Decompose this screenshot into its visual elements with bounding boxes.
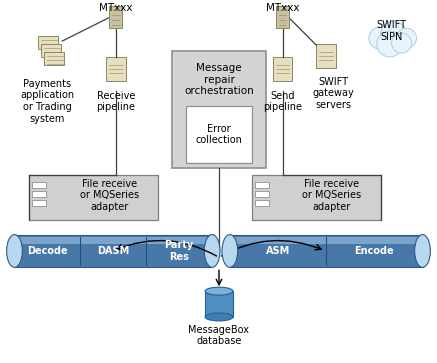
Text: File receive
or MQSeries
adapter: File receive or MQSeries adapter — [80, 179, 139, 212]
Text: Send
pipeline: Send pipeline — [263, 91, 302, 112]
Text: SWIFT
gateway
servers: SWIFT gateway servers — [312, 77, 354, 110]
FancyBboxPatch shape — [255, 191, 269, 197]
FancyBboxPatch shape — [106, 57, 126, 81]
FancyBboxPatch shape — [42, 44, 61, 57]
FancyBboxPatch shape — [172, 51, 266, 168]
FancyBboxPatch shape — [186, 106, 252, 163]
Circle shape — [392, 33, 412, 53]
Text: MessageBox
database: MessageBox database — [188, 325, 250, 347]
Text: ASM: ASM — [266, 246, 290, 256]
Circle shape — [377, 31, 402, 57]
FancyBboxPatch shape — [32, 191, 46, 197]
Text: Receive
pipeline: Receive pipeline — [96, 91, 135, 112]
FancyBboxPatch shape — [32, 200, 46, 206]
FancyBboxPatch shape — [109, 6, 122, 28]
FancyBboxPatch shape — [205, 291, 233, 317]
Text: Error
collection: Error collection — [196, 123, 243, 145]
FancyBboxPatch shape — [14, 234, 212, 267]
FancyBboxPatch shape — [29, 175, 159, 220]
Text: MTxxx: MTxxx — [266, 3, 299, 13]
Ellipse shape — [415, 234, 430, 267]
FancyBboxPatch shape — [316, 44, 336, 68]
FancyBboxPatch shape — [14, 237, 212, 244]
Text: MTxxx: MTxxx — [99, 3, 132, 13]
Text: Message
repair
orchestration: Message repair orchestration — [184, 63, 254, 96]
FancyBboxPatch shape — [252, 175, 381, 220]
Text: Decode: Decode — [27, 246, 68, 256]
FancyBboxPatch shape — [44, 52, 64, 65]
Text: SWIFT
SIPN: SWIFT SIPN — [377, 20, 407, 42]
Text: Party
Res: Party Res — [165, 240, 194, 262]
FancyBboxPatch shape — [255, 200, 269, 206]
FancyBboxPatch shape — [255, 182, 269, 188]
Ellipse shape — [204, 234, 220, 267]
Text: Encode: Encode — [354, 246, 394, 256]
FancyBboxPatch shape — [38, 36, 58, 49]
FancyBboxPatch shape — [32, 182, 46, 188]
Ellipse shape — [205, 313, 233, 321]
FancyBboxPatch shape — [230, 237, 423, 244]
Ellipse shape — [205, 287, 233, 295]
FancyBboxPatch shape — [276, 6, 289, 28]
FancyBboxPatch shape — [230, 234, 423, 267]
Circle shape — [369, 27, 391, 49]
Text: DASM: DASM — [97, 246, 129, 256]
Circle shape — [381, 21, 406, 47]
Circle shape — [397, 28, 416, 48]
Text: Payments
application
or Trading
system: Payments application or Trading system — [20, 79, 74, 123]
Text: File receive
or MQSeries
adapter: File receive or MQSeries adapter — [302, 179, 361, 212]
Ellipse shape — [222, 234, 238, 267]
Ellipse shape — [7, 234, 22, 267]
FancyBboxPatch shape — [273, 57, 292, 81]
